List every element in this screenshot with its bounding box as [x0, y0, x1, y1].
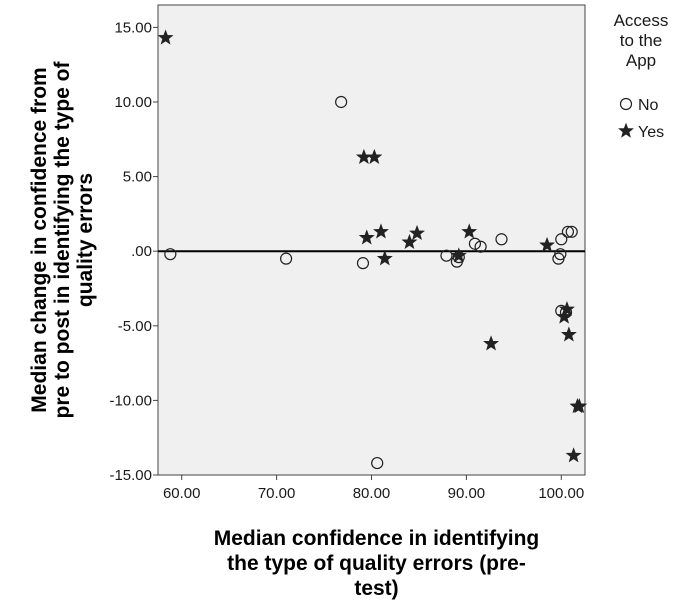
x-tick-label: 100.00	[538, 485, 584, 502]
x-tick-label: 60.00	[163, 485, 201, 502]
point-yes	[559, 301, 575, 317]
y-tick-label: 15.00	[114, 19, 152, 36]
point-no	[561, 225, 575, 238]
legend-label-yes: Yes	[638, 124, 664, 141]
point-no	[280, 252, 293, 265]
series-yes	[157, 29, 588, 463]
y-tick-label: 5.00	[123, 169, 152, 186]
point-no	[335, 95, 348, 109]
point-yes	[373, 223, 389, 239]
point-yes	[565, 447, 582, 463]
legend-title: to the	[620, 31, 663, 50]
point-yes	[409, 224, 425, 241]
point-no	[554, 248, 567, 261]
point-no	[495, 233, 508, 246]
legend-title: Access	[614, 11, 669, 30]
x-tick-label: 70.00	[258, 485, 296, 502]
data-points	[157, 29, 588, 470]
y-tick-label: 10.00	[114, 94, 152, 111]
point-no	[468, 237, 482, 250]
point-yes	[483, 335, 500, 351]
point-yes	[450, 247, 467, 263]
point-no	[164, 248, 177, 261]
x-tick-label: 80.00	[353, 485, 391, 502]
point-yes	[157, 29, 174, 45]
point-yes	[358, 229, 375, 245]
y-tick-label: -10.00	[109, 392, 152, 409]
point-no	[440, 249, 453, 262]
y-tick-label: .00	[131, 243, 152, 260]
point-no	[356, 257, 370, 270]
point-no	[565, 225, 578, 238]
legend-title: App	[626, 51, 656, 70]
point-yes	[366, 148, 383, 164]
point-no	[371, 456, 384, 470]
legend-marker-no	[619, 97, 633, 111]
point-yes	[461, 223, 478, 239]
legend-marker-yes	[618, 122, 634, 138]
point-yes	[560, 326, 577, 342]
point-yes	[376, 250, 393, 266]
point-no	[555, 233, 568, 246]
point-yes	[571, 398, 588, 414]
x-axis-title: Median confidence in identifying the type…	[214, 527, 540, 600]
point-yes	[539, 236, 555, 252]
point-no	[474, 240, 487, 253]
plot-area	[157, 4, 586, 476]
x-axis: 60.00 70.00 80.00 90.00 100.00	[163, 475, 584, 502]
y-axis-title: Median change in confidence frompre to p…	[28, 61, 97, 419]
legend-label-no: No	[638, 97, 659, 114]
x-tick-label: 90.00	[448, 485, 486, 502]
point-yes	[401, 233, 418, 250]
y-tick-label: -15.00	[109, 467, 152, 484]
y-tick-label: -5.00	[118, 318, 152, 335]
y-axis: 15.00 10.00 5.00 .00 -5.00 -10.00 -15.00	[109, 19, 158, 484]
